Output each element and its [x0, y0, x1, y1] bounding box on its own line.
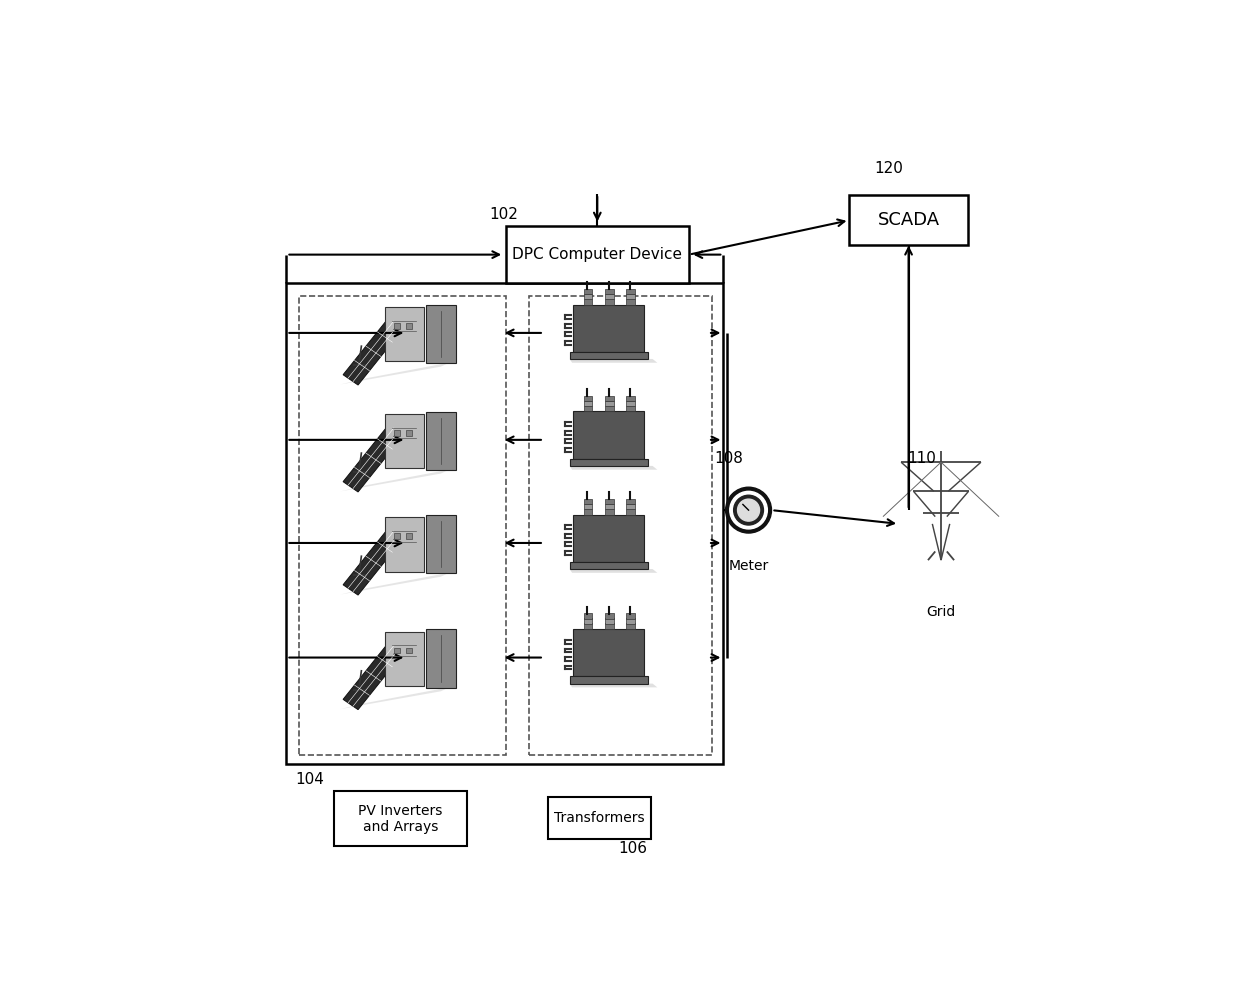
Bar	[405, 323, 412, 328]
Bar	[605, 401, 614, 407]
Bar	[584, 623, 593, 629]
Bar	[584, 613, 593, 619]
Bar	[405, 648, 412, 654]
Bar	[384, 632, 424, 686]
Bar	[506, 226, 689, 284]
Polygon shape	[343, 528, 404, 595]
Bar	[626, 613, 635, 619]
Text: 102: 102	[490, 207, 518, 222]
Bar	[605, 613, 614, 619]
Bar	[384, 414, 424, 468]
Polygon shape	[343, 642, 404, 709]
Bar	[626, 618, 635, 624]
Bar	[405, 534, 412, 539]
Bar	[605, 618, 614, 624]
Bar	[584, 499, 593, 504]
Bar	[584, 401, 593, 407]
Bar	[425, 412, 456, 470]
Bar	[605, 406, 614, 412]
Polygon shape	[341, 572, 450, 594]
Text: 120: 120	[874, 161, 904, 177]
Bar	[425, 630, 456, 687]
Text: SCADA: SCADA	[878, 211, 940, 229]
Bar	[626, 406, 635, 412]
Text: 110: 110	[908, 451, 936, 466]
Bar	[573, 515, 645, 561]
Bar	[334, 792, 467, 846]
Bar	[626, 509, 635, 515]
Polygon shape	[341, 362, 450, 385]
Bar	[626, 294, 635, 300]
Bar	[569, 677, 647, 683]
Bar	[626, 499, 635, 504]
Circle shape	[725, 487, 771, 533]
Bar	[573, 305, 645, 352]
Bar	[626, 623, 635, 629]
Bar	[425, 515, 456, 573]
Polygon shape	[569, 466, 657, 469]
Text: Transformers: Transformers	[554, 810, 645, 824]
Bar	[569, 561, 647, 569]
Text: DPC Computer Device: DPC Computer Device	[512, 247, 682, 262]
Bar	[425, 305, 456, 363]
Bar	[605, 623, 614, 629]
Bar	[584, 396, 593, 401]
Bar	[849, 195, 967, 245]
Text: 104: 104	[295, 772, 324, 788]
Text: 108: 108	[714, 451, 743, 466]
Bar	[584, 504, 593, 510]
Bar	[394, 534, 401, 539]
Bar	[584, 289, 593, 295]
Bar	[286, 284, 723, 765]
Bar	[584, 299, 593, 305]
Circle shape	[730, 491, 768, 529]
Bar	[573, 629, 645, 677]
Text: Meter: Meter	[728, 558, 769, 573]
Bar	[569, 458, 647, 466]
Bar	[584, 509, 593, 515]
Bar	[626, 401, 635, 407]
Bar	[394, 323, 401, 328]
Bar	[605, 509, 614, 515]
Bar	[384, 307, 424, 361]
Bar	[573, 412, 645, 458]
Bar	[605, 504, 614, 510]
Polygon shape	[569, 683, 657, 687]
Bar	[299, 297, 506, 755]
Polygon shape	[341, 687, 450, 709]
Polygon shape	[569, 359, 657, 363]
Bar	[528, 297, 712, 755]
Bar	[626, 299, 635, 305]
Polygon shape	[343, 425, 404, 492]
Bar	[584, 294, 593, 300]
Bar	[548, 797, 651, 838]
Text: Grid: Grid	[926, 605, 956, 619]
Polygon shape	[569, 569, 657, 572]
Bar	[605, 289, 614, 295]
Bar	[405, 431, 412, 435]
Bar	[626, 504, 635, 510]
Bar	[626, 289, 635, 295]
Text: 106: 106	[619, 841, 647, 856]
Bar	[394, 431, 401, 435]
Circle shape	[734, 495, 764, 525]
Bar	[584, 406, 593, 412]
Bar	[394, 648, 401, 654]
Bar	[605, 299, 614, 305]
Circle shape	[738, 499, 760, 521]
Polygon shape	[343, 317, 404, 385]
Bar	[605, 294, 614, 300]
Bar	[569, 352, 647, 359]
Polygon shape	[341, 469, 450, 491]
Bar	[626, 396, 635, 401]
Bar	[605, 499, 614, 504]
Bar	[584, 618, 593, 624]
Bar	[384, 517, 424, 571]
Bar	[605, 396, 614, 401]
Text: PV Inverters
and Arrays: PV Inverters and Arrays	[358, 804, 443, 834]
